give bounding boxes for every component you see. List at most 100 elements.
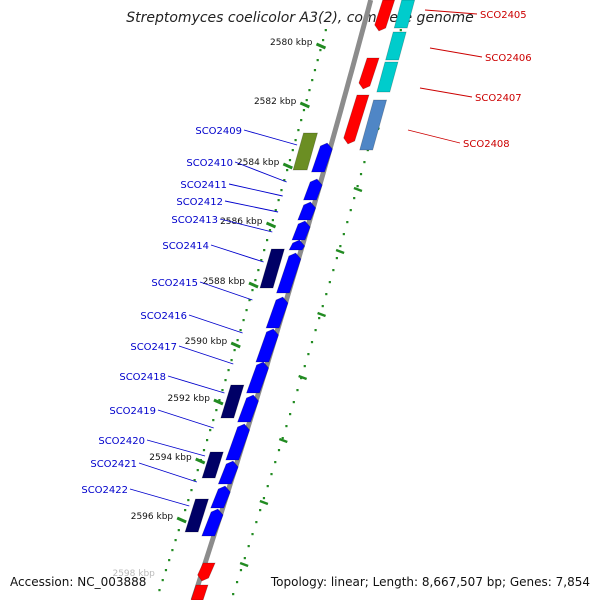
- tick-dot: [184, 509, 187, 512]
- reverse-cds-box: [190, 584, 209, 600]
- forward-gene-label: SCO2418: [119, 372, 166, 383]
- tick-dot: [190, 489, 193, 492]
- accession-text: Accession: NC_003888: [10, 575, 147, 589]
- kbp-tick-mark: [315, 42, 327, 50]
- forward-leader-line: [199, 281, 253, 301]
- tick-dot: [283, 179, 286, 182]
- tick-dot: [274, 461, 277, 464]
- kbp-label: 2592 kbp: [168, 394, 211, 404]
- tick-dot: [356, 185, 359, 188]
- reverse-cds-arrow: [374, 0, 396, 32]
- tick-dot: [308, 89, 311, 92]
- reverse-gene-label: SCO2408: [463, 139, 510, 150]
- forward-cds-arrow: [246, 361, 269, 394]
- tick-dot: [288, 159, 292, 162]
- tick-dot: [233, 349, 236, 352]
- reverse-cds-arrow: [358, 57, 380, 90]
- tick-dot: [242, 319, 245, 322]
- tick-dot: [325, 293, 328, 296]
- tick-dot: [263, 249, 266, 252]
- tick-dot: [259, 509, 262, 512]
- right-tick-mark: [298, 374, 308, 381]
- forward-leader-line: [224, 200, 279, 213]
- dark-feature-box: [201, 451, 224, 479]
- feature-layer: [184, 0, 416, 600]
- forward-gene-label: SCO2417: [130, 342, 177, 353]
- forward-leader-line: [178, 345, 234, 365]
- tick-dot: [349, 209, 352, 212]
- tick-dot: [366, 149, 369, 152]
- tick-dot: [212, 419, 215, 422]
- kbp-label: 2596 kbp: [131, 512, 174, 522]
- forward-leader-line: [243, 129, 298, 146]
- tick-dot: [321, 305, 324, 308]
- cyan-feature-box: [393, 0, 416, 29]
- forward-gene-label: SCO2422: [81, 485, 128, 496]
- tick-dot: [251, 533, 254, 536]
- olive-feature-box: [292, 132, 318, 171]
- tick-dot: [248, 299, 251, 302]
- kbp-label-faded: 2598 kbp: [112, 569, 155, 579]
- forward-cds-arrow: [265, 296, 289, 329]
- tick-dot: [239, 329, 242, 332]
- tick-dot: [262, 497, 266, 500]
- forward-leader-line: [188, 314, 243, 334]
- right-tick-mark: [335, 248, 345, 255]
- tick-dot: [302, 109, 306, 112]
- tick-dot: [318, 317, 321, 320]
- reverse-leader-line: [424, 9, 478, 15]
- tick-dot: [274, 209, 277, 212]
- cyan-feature-box: [385, 31, 407, 61]
- kbp-tick-mark: [248, 281, 259, 289]
- right-tick-mark: [278, 437, 288, 444]
- tick-dot: [171, 549, 174, 552]
- tick-dot: [224, 379, 227, 382]
- forward-cds-arrow: [297, 201, 317, 221]
- tick-dot: [260, 259, 263, 262]
- kbp-tick-mark: [282, 162, 293, 170]
- tick-dot: [296, 389, 299, 392]
- tick-dot: [277, 199, 280, 202]
- tick-dot: [305, 99, 308, 102]
- tick-dot: [297, 129, 300, 132]
- tick-dot: [235, 581, 239, 584]
- kbp-tick-mark: [213, 398, 224, 406]
- tick-dot: [221, 389, 224, 392]
- tick-dot: [303, 365, 306, 368]
- forward-leader-line: [228, 183, 283, 197]
- tick-dot: [174, 539, 177, 542]
- forward-leader-line: [129, 488, 190, 507]
- forward-leader-line: [234, 161, 287, 183]
- forward-gene-label: SCO2409: [195, 126, 242, 137]
- tick-dot: [161, 579, 164, 582]
- tick-dot: [292, 401, 295, 404]
- forward-cds-arrow: [225, 423, 250, 461]
- tick-dot: [158, 589, 161, 592]
- reverse-leader-line: [419, 87, 473, 98]
- tick-dot: [266, 239, 269, 242]
- right-tick-mark: [317, 311, 327, 318]
- tick-dot: [300, 119, 303, 122]
- forward-gene-label: SCO2410: [186, 158, 233, 169]
- kbp-label: 2580 kbp: [270, 38, 313, 48]
- tick-dot: [342, 233, 345, 236]
- tick-dot: [215, 409, 218, 412]
- tick-dot: [255, 521, 258, 524]
- forward-cds-arrow: [311, 142, 333, 173]
- tick-dot: [177, 529, 180, 532]
- forward-cds-arrow: [217, 460, 239, 485]
- kbp-label: 2584 kbp: [237, 158, 280, 168]
- tick-dot: [245, 309, 248, 312]
- tick-dot: [268, 229, 272, 232]
- forward-cds-arrow: [302, 178, 323, 201]
- forward-gene-label: SCO2413: [171, 215, 218, 226]
- forward-gene-label: SCO2416: [140, 311, 187, 322]
- forward-leader-line: [146, 439, 206, 457]
- steel-feature-box: [359, 99, 388, 151]
- forward-cds-arrow: [276, 252, 302, 294]
- tick-dot: [243, 557, 246, 560]
- kbp-tick-mark: [265, 221, 277, 229]
- forward-leader-line: [138, 462, 198, 483]
- tick-dot: [310, 341, 314, 344]
